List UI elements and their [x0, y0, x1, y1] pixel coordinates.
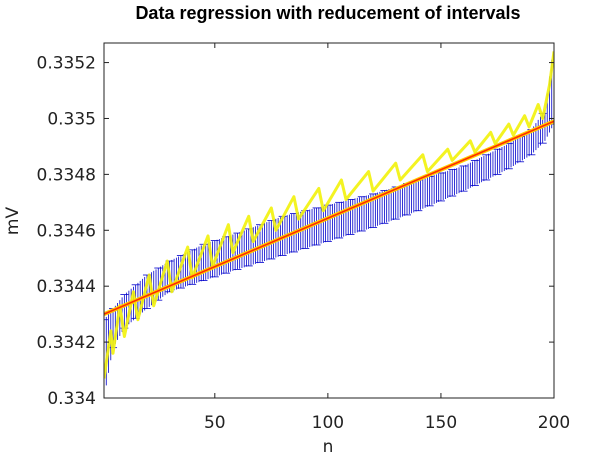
x-tick-label: 100	[312, 413, 344, 433]
x-tick-label: 50	[204, 413, 226, 433]
data-series	[104, 51, 554, 379]
x-axis-label: n	[323, 437, 334, 454]
y-tick-label: 0.3342	[37, 333, 96, 353]
y-tick-label: 0.3344	[37, 277, 96, 297]
regression-fit-line	[104, 120, 554, 315]
y-axis: 0.334 0.3342 0.3344 0.3346 0.3348 0.335 0.3352	[37, 54, 554, 409]
x-axis: 50 100 150 200	[204, 43, 570, 433]
data-line	[104, 51, 554, 379]
plot-frame	[103, 42, 555, 399]
x-tick-label: 150	[425, 413, 457, 433]
chart-title: Data regression with reducement of inter…	[135, 3, 520, 23]
regression-line	[104, 119, 554, 316]
interval-bars	[104, 43, 554, 398]
y-tick-label: 0.334	[47, 389, 96, 409]
y-tick-label: 0.335	[47, 109, 96, 129]
y-tick-label: 0.3352	[37, 54, 96, 74]
x-tick-label: 200	[538, 413, 570, 433]
y-axis-label: mV	[3, 207, 23, 236]
y-tick-label: 0.3348	[37, 165, 96, 185]
y-tick-label: 0.3346	[37, 221, 96, 241]
